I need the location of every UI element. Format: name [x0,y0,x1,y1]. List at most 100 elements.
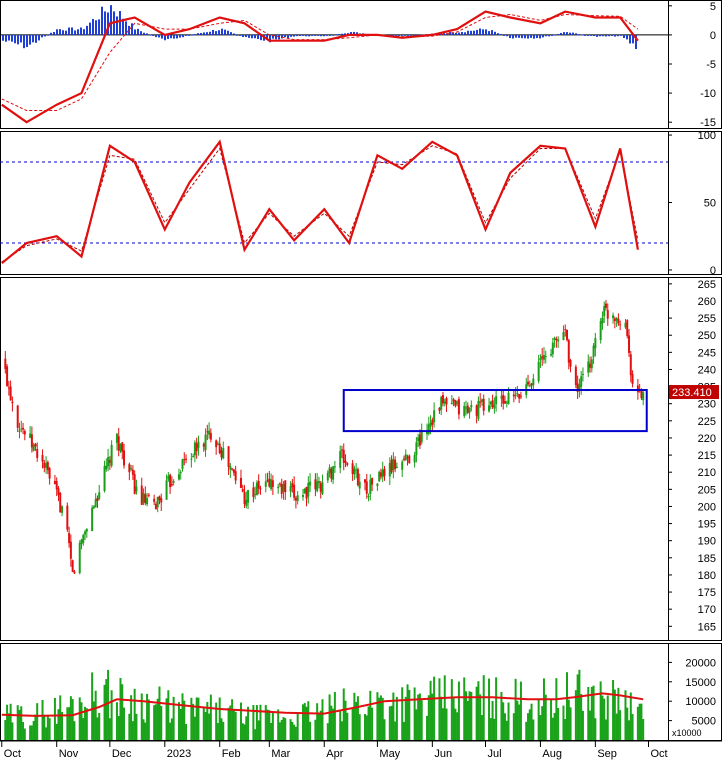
price-candle-body [195,443,198,452]
stoch-k-line [1,139,639,265]
price-candle-body [527,381,530,385]
price-candle-body [553,338,556,340]
volume-bar [119,678,122,740]
price-candle-body [117,436,120,451]
price-candle-body [507,392,510,405]
macd-histogram-bar [392,34,394,36]
price-candle-body [257,480,260,489]
price-candle-body [599,321,602,341]
macd-histogram-bar [623,34,625,38]
macd-histogram-bar [515,34,517,38]
price-candle-body [96,498,99,502]
volume-y-tick-label: 10000 [685,696,716,708]
volume-bar [278,722,281,740]
price-candle-body [103,465,106,492]
macd-histogram-bar [26,34,28,48]
price-candle-body [190,458,193,460]
macd-histogram-bar [110,5,112,35]
volume-bar [465,691,468,740]
price-candle-body [539,358,542,361]
macd-histogram-bar [281,34,283,39]
volume-bar [215,702,218,740]
volume-bar [167,690,170,740]
macd-histogram-bar [203,32,205,35]
volume-bar [34,714,37,740]
volume-bar [518,704,521,740]
price-candle-body [404,454,407,461]
price-candle-body [46,462,49,471]
macd-histogram-bar [593,34,595,37]
macd-histogram-bar [332,34,334,36]
macd-histogram-bar [239,34,241,36]
volume-bar [369,690,372,740]
price-candle-body [413,455,416,463]
price-candle-body [296,495,299,502]
volume-bar [638,703,641,740]
price-candle-body [167,476,170,480]
macd-histogram-bar [218,30,220,35]
price-candle-body [170,483,173,486]
price-candle-body [92,506,95,509]
price-candle-body [594,338,597,349]
price-candle-body [153,498,156,502]
macd-histogram-bar [140,31,142,35]
price-candle-body [356,469,359,486]
price-y-tick-label: 230 [698,399,716,411]
price-candle-body [36,449,39,458]
volume-bar [195,697,198,740]
volume-ma-line [1,692,644,717]
volume-bar [328,694,331,740]
macd-histogram-bar [530,34,532,38]
price-candle-body [365,481,368,494]
volume-bar [204,712,207,740]
price-candle-body [603,306,606,317]
x-axis-label: Dec [112,748,132,760]
macd-histogram-bar [17,34,19,45]
volume-bar [92,701,95,740]
volume-bar [232,710,235,740]
price-candle-body [204,434,207,451]
volume-bar [406,684,409,740]
price-candle-body [502,395,505,404]
price-candle-body [78,542,81,574]
price-candle-body [339,450,342,468]
macd-histogram-bar [578,34,580,36]
macd-histogram-bar [458,32,460,35]
volume-bar [562,705,565,740]
price-candle-body [215,440,218,448]
volume-bar [443,675,446,740]
volume-bar [450,679,453,740]
price-candle-body [73,571,76,574]
price-candle-body [592,345,595,357]
macd-histogram-bar [539,34,541,39]
price-candle-body [255,482,258,496]
macd-histogram-bar [326,34,328,36]
macd-histogram-bar [236,34,238,36]
macd-histogram-bar [497,33,499,35]
macd-histogram-bar [509,34,511,39]
price-candle-body [388,463,391,477]
macd-histogram-bar [98,19,100,35]
volume-bar [574,690,577,740]
price-candle-body [463,405,466,416]
macd-histogram-bar [257,34,259,40]
volume-unit-label: x10000 [672,728,702,738]
volume-bar [429,680,432,740]
price-candle-body [284,480,287,493]
macd-histogram-bar [59,29,61,35]
x-axis-label: Apr [326,748,343,760]
volume-bar [402,721,405,740]
macd-histogram-bar [506,34,508,37]
price-candle-body [71,560,74,572]
macd-histogram-bar [560,32,562,35]
volume-bar [628,720,631,740]
price-candle-body [128,464,131,473]
price-candle-body [80,539,83,545]
volume-bar [613,689,616,740]
volume-bar [408,689,411,740]
price-candle-body [576,383,579,392]
price-candle-body [169,474,172,488]
price-candle-body [466,405,469,413]
macd-histogram-bar [146,33,148,35]
macd-histogram-bar [473,30,475,35]
